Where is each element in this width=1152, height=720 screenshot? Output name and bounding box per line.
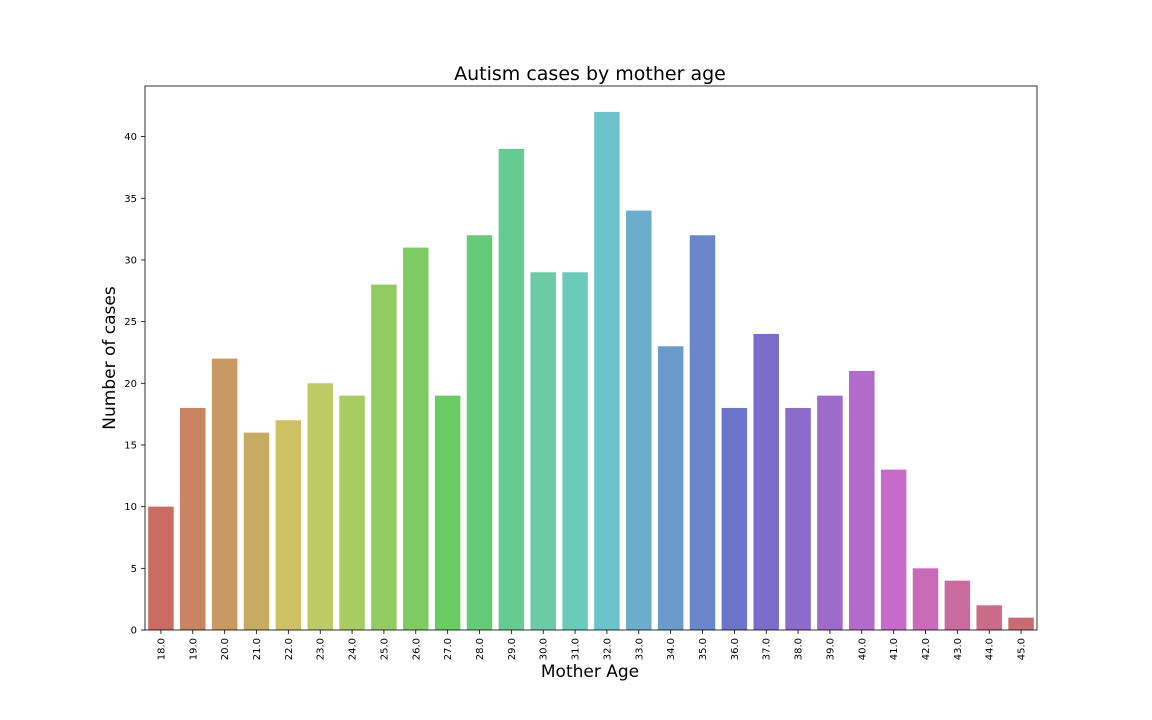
y-tick-label: 10 xyxy=(124,502,137,513)
bar-38.0 xyxy=(785,407,811,630)
bar-39.0 xyxy=(817,395,843,630)
x-tick-label: 23.0 xyxy=(316,638,327,660)
bar-18.0 xyxy=(148,506,174,630)
x-tick-label: 36.0 xyxy=(730,638,741,660)
bar-29.0 xyxy=(498,148,525,630)
y-tick-label: 5 xyxy=(131,564,137,575)
y-tick-label: 35 xyxy=(124,194,137,205)
chart-title: Autism cases by mother age xyxy=(454,63,726,85)
bar-34.0 xyxy=(657,346,684,630)
x-tick-label: 22.0 xyxy=(284,638,295,660)
bar-37.0 xyxy=(753,333,779,630)
bar-21.0 xyxy=(243,432,270,630)
x-tick-label: 38.0 xyxy=(794,638,805,660)
x-tick-label: 44.0 xyxy=(985,638,996,660)
x-tick-label: 27.0 xyxy=(443,638,454,660)
bar-20.0 xyxy=(211,358,238,630)
y-tick-label: 40 xyxy=(124,132,137,143)
bar-32.0 xyxy=(594,111,620,630)
x-tick-label: 26.0 xyxy=(411,638,422,660)
y-tick-label: 30 xyxy=(124,255,137,266)
bar-22.0 xyxy=(275,420,302,630)
bar-27.0 xyxy=(434,395,461,630)
x-tick-label: 24.0 xyxy=(348,638,359,660)
x-tick-label: 45.0 xyxy=(1017,638,1028,660)
y-tick-label: 0 xyxy=(131,626,137,637)
plot-frame xyxy=(144,85,1038,631)
x-tick-label: 42.0 xyxy=(921,638,932,660)
bar-28.0 xyxy=(466,235,493,630)
x-tick-label: 37.0 xyxy=(762,638,773,660)
y-axis-label: Number of cases xyxy=(100,286,120,430)
bar-44.0 xyxy=(976,605,1002,630)
bar-26.0 xyxy=(403,247,429,630)
x-tick-label: 31.0 xyxy=(571,638,582,660)
x-tick-label: 29.0 xyxy=(507,638,518,660)
bar-19.0 xyxy=(180,407,206,630)
bar-31.0 xyxy=(562,272,588,630)
y-tick-label: 25 xyxy=(124,317,137,328)
x-tick-label: 40.0 xyxy=(857,638,868,660)
x-tick-label: 41.0 xyxy=(889,638,900,660)
x-tick-label: 21.0 xyxy=(252,638,263,660)
x-tick-label: 39.0 xyxy=(825,638,836,660)
x-tick-label: 33.0 xyxy=(634,638,645,660)
bar-35.0 xyxy=(689,235,716,630)
bar-45.0 xyxy=(1008,617,1034,630)
bar-23.0 xyxy=(307,383,333,630)
x-axis-label: Mother Age xyxy=(541,662,639,682)
bar-36.0 xyxy=(721,407,748,630)
x-tick-label: 18.0 xyxy=(156,638,167,660)
x-tick-label: 20.0 xyxy=(220,638,231,660)
y-tick-label: 20 xyxy=(124,379,137,390)
x-tick-label: 19.0 xyxy=(188,638,199,660)
x-tick-label: 28.0 xyxy=(475,638,486,660)
x-tick-label: 25.0 xyxy=(379,638,390,660)
y-tick-label: 15 xyxy=(124,440,137,451)
x-axis-ticks: 18.0 19.0 20.0 21.0 22.0 23.0 24.0 25.0 26.0 27.0… xyxy=(156,630,1028,660)
x-tick-label: 35.0 xyxy=(698,638,709,660)
x-tick-label: 32.0 xyxy=(602,638,613,660)
bar-42.0 xyxy=(912,568,939,630)
bar-25.0 xyxy=(371,284,397,630)
bar-40.0 xyxy=(849,370,875,630)
x-tick-label: 34.0 xyxy=(666,638,677,660)
bar-33.0 xyxy=(626,210,652,630)
y-axis-ticks: 0 5 10 15 20 25 30 35 40 xyxy=(124,132,145,637)
x-tick-label: 43.0 xyxy=(953,638,964,660)
bar-43.0 xyxy=(944,580,971,630)
bars-group xyxy=(148,111,1034,630)
bar-24.0 xyxy=(339,395,365,630)
bar-41.0 xyxy=(880,469,907,630)
x-tick-label: 30.0 xyxy=(539,638,550,660)
bar-30.0 xyxy=(530,272,556,630)
